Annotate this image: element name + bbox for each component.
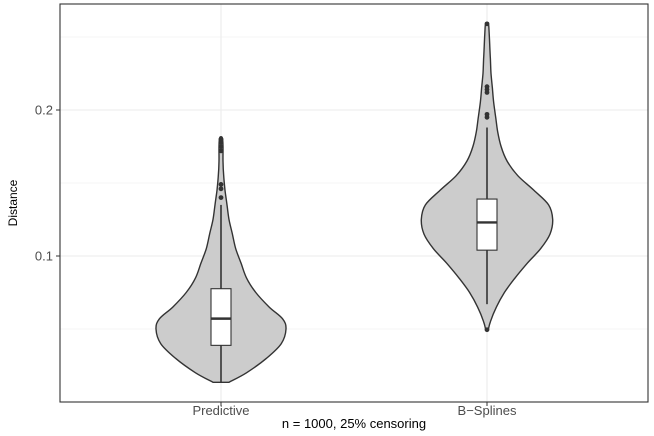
outlier-point <box>218 195 224 201</box>
y-tick-label: 0.1 <box>35 249 53 264</box>
outlier-point <box>218 144 224 149</box>
y-tick-label: 0.2 <box>35 103 53 118</box>
outlier-point <box>484 111 490 117</box>
panel-border <box>59 3 649 403</box>
box-layer <box>210 21 498 383</box>
outlier-point <box>218 136 224 142</box>
outlier-point <box>218 186 224 192</box>
iqr-box <box>210 288 232 346</box>
outlier-point <box>218 182 224 187</box>
outlier-point <box>484 21 490 27</box>
axis-layer: 0.1 0.2 Predictive B−Splines <box>35 103 517 419</box>
y-axis-label: Distance <box>6 179 20 226</box>
x-tick-label: B−Splines <box>458 403 517 418</box>
x-axis-label: n = 1000, 25% censoring <box>282 416 426 431</box>
x-tick-label: Predictive <box>192 403 249 418</box>
iqr-box <box>476 198 498 251</box>
outlier-point <box>218 148 224 154</box>
outlier-point <box>484 327 490 333</box>
outlier-point <box>484 84 490 90</box>
